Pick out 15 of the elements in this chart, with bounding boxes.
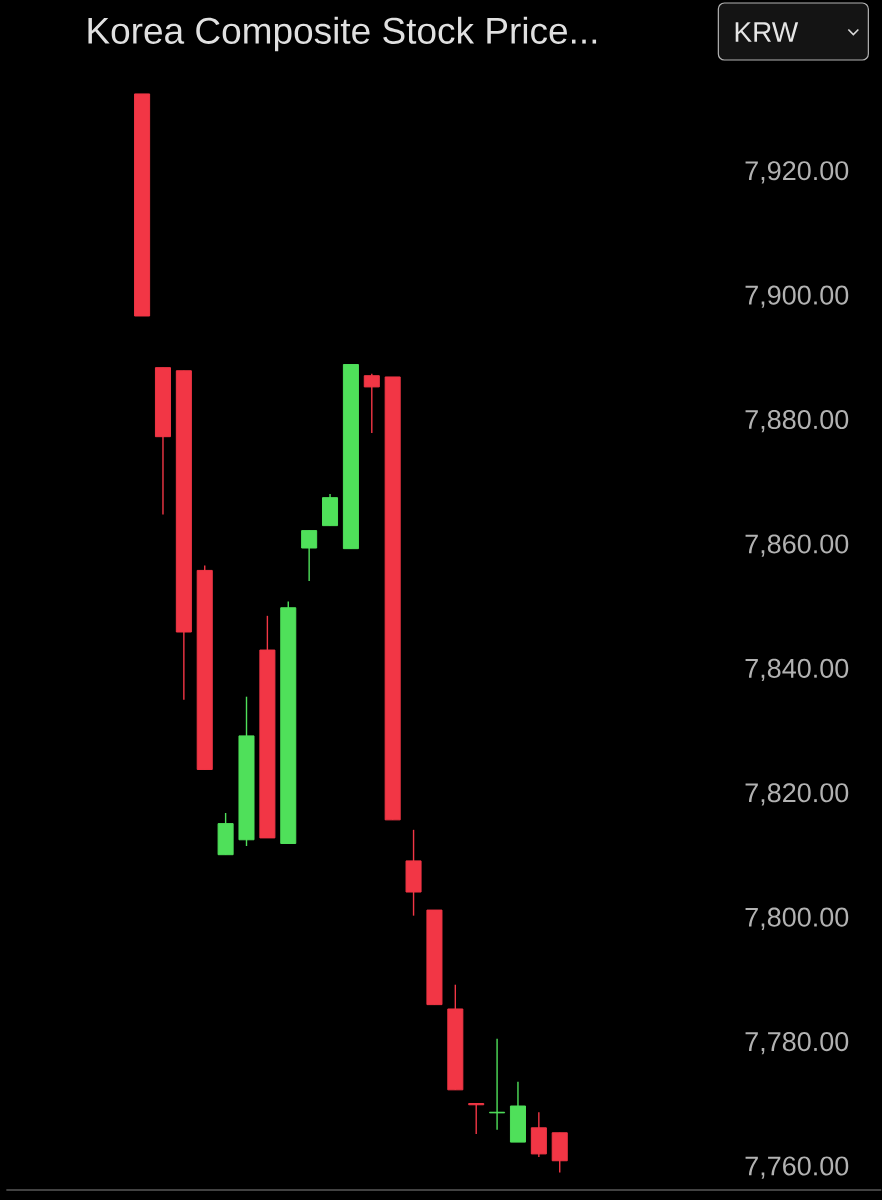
candlestick bbox=[301, 529, 318, 582]
text: KRW bbox=[735, 22, 799, 42]
candlestick bbox=[363, 373, 380, 434]
candlestick bbox=[489, 1038, 506, 1131]
candlestick bbox=[468, 1102, 485, 1135]
y-tick-label: 7,780.00 bbox=[745, 1032, 849, 1055]
y-tick-label: 7,820.00 bbox=[745, 783, 849, 806]
chart-title: Korea Composite Stock Price... bbox=[88, 16, 597, 52]
y-tick-label: 7,860.00 bbox=[745, 534, 849, 557]
y-tick-label: 7,920.00 bbox=[745, 161, 849, 184]
y-tick-label: 7,800.00 bbox=[745, 907, 849, 930]
y-tick-label: 7,840.00 bbox=[745, 658, 849, 682]
y-tick-label: 7,880.00 bbox=[745, 409, 849, 433]
y-tick-label: 7,760.00 bbox=[745, 1156, 849, 1179]
y-tick-label: 7,900.00 bbox=[745, 285, 849, 308]
